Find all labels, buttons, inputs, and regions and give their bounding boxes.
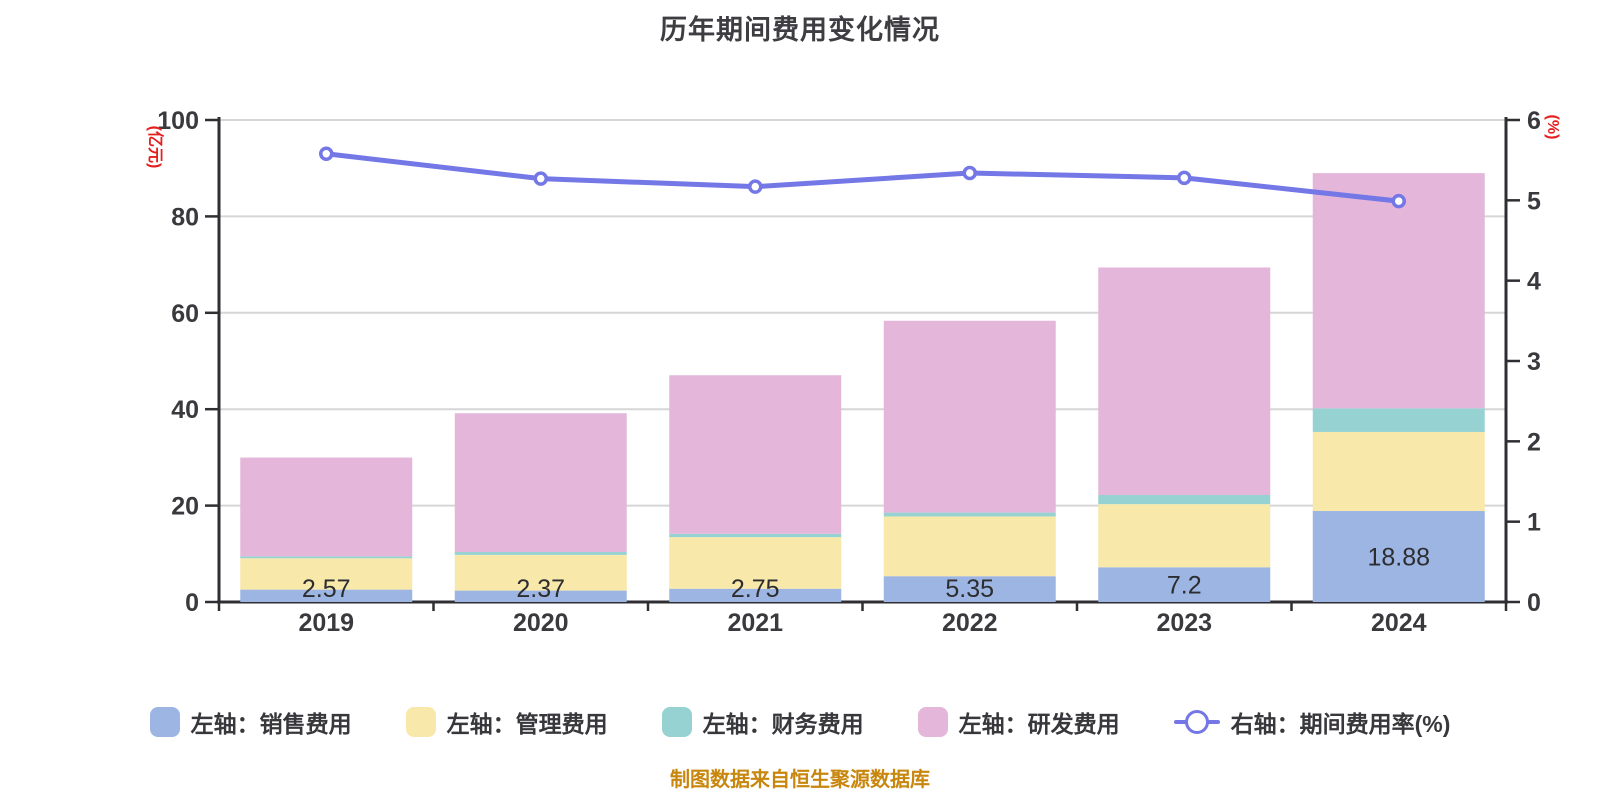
right-axis-tick-label: 2 [1527, 428, 1541, 456]
bars-layer [240, 173, 1485, 602]
bar-segment-sales-2020[interactable] [454, 590, 627, 602]
bar-segment-rnd-2024[interactable] [1312, 173, 1485, 409]
legend-swatch-rnd-icon [917, 707, 948, 737]
ratio-line-layer [319, 146, 1406, 209]
right-axis-tick-label: 3 [1527, 348, 1541, 376]
legend-label-ratio: 右轴：期间费用率(%) [1230, 711, 1451, 737]
legend-swatch-finance-icon [661, 707, 692, 737]
bar-segment-finance-2024[interactable] [1312, 408, 1485, 432]
legend-item-rnd-expense[interactable]: 左轴：研发费用 [917, 705, 1120, 739]
legend-line-marker-icon [1173, 709, 1220, 735]
bar-value-label: 2.37 [516, 575, 565, 603]
bar-segment-admin-2022[interactable] [883, 516, 1056, 577]
bar-segment-rnd-2023[interactable] [1098, 267, 1271, 495]
right-axis-tick-label: 5 [1527, 187, 1541, 215]
x-axis-category-label: 2023 [1156, 609, 1212, 637]
legend-swatch-sales-icon [149, 707, 180, 737]
bar-segment-rnd-2021[interactable] [669, 375, 842, 534]
data-source-caption: 制图数据来自恒生聚源数据库 [670, 769, 930, 791]
bar-value-label: 5.35 [945, 575, 994, 603]
bar-segment-sales-2023[interactable] [1098, 567, 1271, 602]
bar-segment-finance-2022[interactable] [883, 512, 1056, 517]
left-axis-tick-label: 0 [185, 589, 199, 617]
ratio-point-2022[interactable] [962, 165, 977, 181]
x-axis-category-label: 2022 [942, 609, 998, 637]
bar-value-label: 7.2 [1167, 572, 1202, 600]
bar-value-label: 2.75 [731, 575, 780, 603]
left-axis-tick-label: 80 [171, 203, 199, 231]
right-axis-unit-label: (%) [1544, 114, 1561, 140]
axes-layer [205, 117, 1520, 611]
chart-title: 历年期间费用变化情况 [660, 15, 940, 45]
right-axis-tick-label: 4 [1527, 268, 1541, 296]
bar-segment-sales-2021[interactable] [669, 588, 842, 602]
bar-segment-admin-2023[interactable] [1098, 504, 1271, 568]
ratio-point-2020[interactable] [533, 171, 548, 186]
bar-value-label: 2.57 [302, 575, 351, 603]
x-axis-category-label: 2021 [727, 609, 783, 637]
left-axis-tick-label: 20 [171, 493, 199, 521]
bar-segment-rnd-2022[interactable] [883, 320, 1056, 513]
bar-segment-admin-2024[interactable] [1312, 431, 1485, 511]
bar-segment-rnd-2020[interactable] [454, 413, 627, 553]
legend: 左轴：销售费用 左轴：管理费用 左轴：财务费用 左轴：研发费用 右轴：期间费用率… [0, 700, 1600, 744]
bar-segment-admin-2021[interactable] [669, 537, 842, 589]
legend-label-admin: 左轴：管理费用 [446, 711, 608, 737]
x-axis-category-label: 2024 [1371, 609, 1427, 637]
bar-segment-sales-2024[interactable] [1312, 510, 1485, 602]
ratio-point-2019[interactable] [319, 146, 334, 161]
bar-segment-admin-2020[interactable] [454, 554, 627, 591]
x-axis-category-label: 2019 [298, 609, 354, 637]
bar-segment-finance-2023[interactable] [1098, 494, 1271, 505]
ratio-point-2023[interactable] [1177, 170, 1192, 186]
tick-labels-layer: 0 20 40 60 80 100 0 1 2 3 4 5 6 2019 2020 2021 2022 2023 2… [157, 107, 1541, 637]
x-axis-category-label: 2020 [513, 609, 569, 637]
bar-labels-layer: 2.57 2.37 2.75 5.35 7.2 18.88 [302, 543, 1430, 603]
legend-item-sales-expense[interactable]: 左轴：销售费用 [149, 705, 352, 739]
bar-segment-finance-2020[interactable] [454, 552, 627, 555]
ratio-line [323, 151, 1402, 204]
left-axis-tick-label: 100 [157, 107, 199, 135]
bar-segment-finance-2019[interactable] [240, 556, 413, 559]
legend-item-expense-ratio[interactable]: 右轴：期间费用率(%) [1173, 705, 1451, 739]
legend-item-finance-expense[interactable]: 左轴：财务费用 [661, 705, 864, 739]
legend-swatch-admin-icon [405, 707, 436, 737]
right-axis-tick-label: 0 [1527, 589, 1541, 617]
legend-label-rnd: 左轴：研发费用 [958, 711, 1120, 737]
legend-label-sales: 左轴：销售费用 [190, 711, 352, 737]
left-axis-tick-label: 60 [171, 300, 199, 328]
bar-segment-sales-2019[interactable] [240, 589, 413, 602]
left-axis-tick-label: 40 [171, 396, 199, 424]
ratio-point-2024[interactable] [1391, 193, 1406, 209]
right-axis-tick-label: 1 [1527, 509, 1541, 537]
left-axis-unit-label: (亿元) [146, 125, 163, 169]
grid-layer [219, 119, 1506, 507]
legend-label-finance: 左轴：财务费用 [702, 711, 864, 737]
right-axis-tick-label: 6 [1527, 107, 1541, 135]
legend-item-admin-expense[interactable]: 左轴：管理费用 [405, 705, 608, 739]
ratio-point-2021[interactable] [748, 179, 763, 194]
bar-segment-sales-2022[interactable] [883, 576, 1056, 602]
bar-segment-admin-2019[interactable] [240, 558, 413, 590]
bar-segment-rnd-2019[interactable] [240, 457, 413, 557]
bar-value-label: 18.88 [1367, 543, 1430, 571]
bar-segment-finance-2021[interactable] [669, 533, 842, 538]
